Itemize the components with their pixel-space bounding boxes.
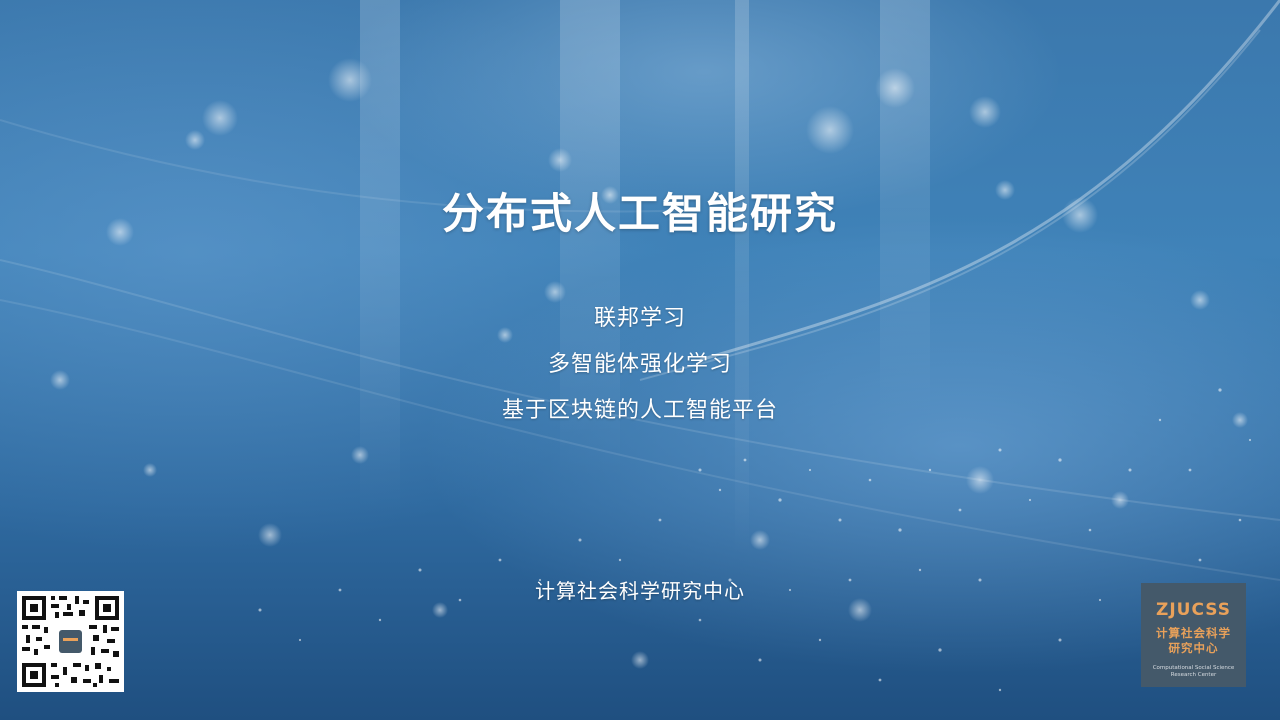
logo-brand: ZJUCSS bbox=[1156, 600, 1231, 620]
topic-list: 联邦学习 多智能体强化学习 基于区块链的人工智能平台 bbox=[0, 300, 1280, 438]
logo-en-text: Computational Social Science Research Ce… bbox=[1152, 665, 1235, 678]
qr-code-icon bbox=[17, 591, 124, 692]
topic-item: 联邦学习 bbox=[593, 306, 686, 331]
slide-title: 分布式人工智能研究 bbox=[441, 189, 838, 239]
logo-cn-line2: 研究中心 bbox=[1168, 641, 1219, 655]
zjucss-logo: ZJUCSS 计算社会科学 研究中心 Computational Social … bbox=[1141, 583, 1246, 687]
topic-item: 多智能体强化学习 bbox=[547, 352, 732, 377]
research-center-name: 计算社会科学研究中心 bbox=[535, 579, 745, 603]
logo-cn-line1: 计算社会科学 bbox=[1156, 626, 1231, 640]
topic-item: 基于区块链的人工智能平台 bbox=[501, 398, 778, 423]
